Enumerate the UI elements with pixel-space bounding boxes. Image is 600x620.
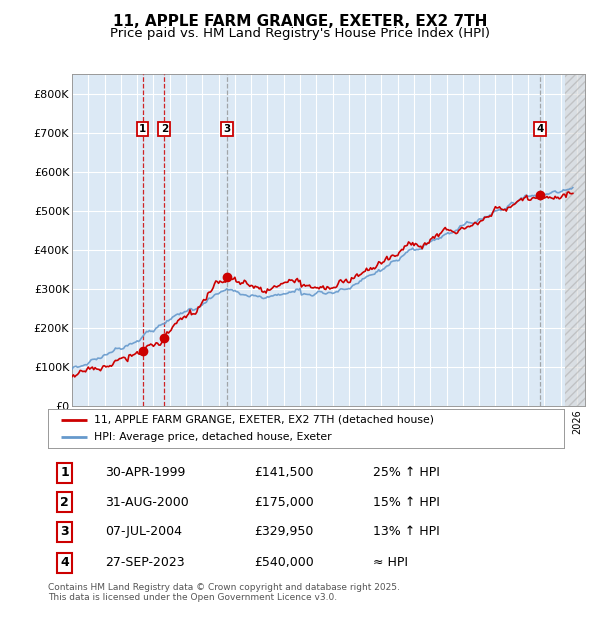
Text: £141,500: £141,500 — [254, 466, 314, 479]
Text: 3: 3 — [223, 124, 230, 134]
Text: £175,000: £175,000 — [254, 496, 314, 509]
Text: Contains HM Land Registry data © Crown copyright and database right 2025.
This d: Contains HM Land Registry data © Crown c… — [48, 583, 400, 602]
Text: 2: 2 — [161, 124, 168, 134]
Text: 2: 2 — [60, 496, 69, 509]
Text: 30-APR-1999: 30-APR-1999 — [105, 466, 185, 479]
Text: 11, APPLE FARM GRANGE, EXETER, EX2 7TH: 11, APPLE FARM GRANGE, EXETER, EX2 7TH — [113, 14, 487, 29]
Text: 1: 1 — [60, 466, 69, 479]
Text: 25% ↑ HPI: 25% ↑ HPI — [373, 466, 440, 479]
Text: Price paid vs. HM Land Registry's House Price Index (HPI): Price paid vs. HM Land Registry's House … — [110, 27, 490, 40]
Text: 15% ↑ HPI: 15% ↑ HPI — [373, 496, 440, 509]
Text: 31-AUG-2000: 31-AUG-2000 — [105, 496, 188, 509]
Text: 07-JUL-2004: 07-JUL-2004 — [105, 526, 182, 539]
Text: HPI: Average price, detached house, Exeter: HPI: Average price, detached house, Exet… — [94, 432, 332, 442]
Text: £329,950: £329,950 — [254, 526, 314, 539]
Text: £540,000: £540,000 — [254, 556, 314, 569]
Text: 11, APPLE FARM GRANGE, EXETER, EX2 7TH (detached house): 11, APPLE FARM GRANGE, EXETER, EX2 7TH (… — [94, 415, 434, 425]
Text: 4: 4 — [536, 124, 544, 134]
Text: 13% ↑ HPI: 13% ↑ HPI — [373, 526, 440, 539]
Text: ≈ HPI: ≈ HPI — [373, 556, 408, 569]
Text: 3: 3 — [60, 526, 69, 539]
Text: 27-SEP-2023: 27-SEP-2023 — [105, 556, 184, 569]
Text: 1: 1 — [139, 124, 146, 134]
Text: 4: 4 — [60, 556, 69, 569]
Bar — [565, 74, 585, 406]
